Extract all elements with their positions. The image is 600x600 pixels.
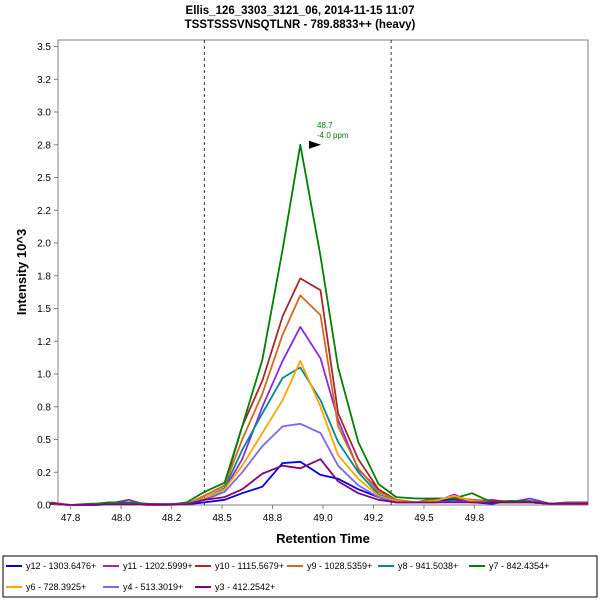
legend-label: y11 - 1202.5999+ bbox=[123, 561, 193, 571]
y-tick-label: 0.0 bbox=[37, 501, 51, 512]
legend-label: y7 - 842.4354+ bbox=[489, 561, 549, 571]
legend-item: y11 - 1202.5999+ bbox=[103, 561, 193, 571]
legend-label: y10 - 1115.5679+ bbox=[215, 561, 284, 571]
y-tick-label: 0.8 bbox=[37, 402, 51, 413]
y-tick-label: 3.2 bbox=[37, 75, 51, 86]
y-tick-label: 0.5 bbox=[37, 435, 51, 446]
legend-box bbox=[2, 555, 598, 598]
legend-label: y3 - 412.2542+ bbox=[215, 582, 275, 592]
x-tick-label: 49.5 bbox=[414, 513, 434, 524]
x-tick-label: 47.8 bbox=[61, 513, 81, 524]
apex-ppm-label: -4.0 ppm bbox=[317, 131, 349, 140]
legend-item: y8 - 941.5038+ bbox=[378, 561, 458, 571]
legend-label: y12 - 1303.6476+ bbox=[26, 561, 96, 571]
legend-item: y10 - 1115.5679+ bbox=[195, 561, 284, 571]
legend-item: y4 - 513.3019+ bbox=[103, 582, 183, 592]
legend-label: y9 - 1028.5359+ bbox=[307, 561, 372, 571]
legend-item: y3 - 412.2542+ bbox=[195, 582, 275, 592]
y-tick-label: 2.8 bbox=[37, 140, 51, 151]
legend-item: y6 - 728.3925+ bbox=[6, 582, 86, 592]
x-tick-label: 48.8 bbox=[263, 513, 283, 524]
y-tick-label: 1.5 bbox=[37, 304, 51, 315]
legend-label: y8 - 941.5038+ bbox=[398, 561, 458, 571]
y-tick-label: 3.5 bbox=[37, 42, 51, 53]
legend-label: y4 - 513.3019+ bbox=[123, 582, 183, 592]
y-tick-label: 3.0 bbox=[37, 108, 51, 119]
y-tick-label: 2.0 bbox=[37, 239, 51, 250]
y-tick-label: 2.2 bbox=[37, 206, 51, 217]
x-axis-label: Retention Time bbox=[276, 531, 370, 546]
apex-rt-label: 48.7 bbox=[317, 121, 333, 130]
y-tick-label: 1.0 bbox=[37, 370, 51, 381]
chart-subtitle: TSSTSSSVNSQTLNR - 789.8833++ (heavy) bbox=[185, 19, 416, 31]
legend-item: y9 - 1028.5359+ bbox=[287, 561, 372, 571]
x-tick-label: 49.0 bbox=[313, 513, 333, 524]
x-tick-label: 48.5 bbox=[212, 513, 232, 524]
y-axis-label: Intensity 10^3 bbox=[14, 229, 29, 315]
legend-item: y12 - 1303.6476+ bbox=[6, 561, 96, 571]
x-tick-label: 49.8 bbox=[465, 513, 485, 524]
legend-item: y7 - 842.4354+ bbox=[469, 561, 549, 571]
series-line-8 bbox=[50, 458, 588, 506]
chart-title: Ellis_126_3303_3121_06, 2014-11-15 11:07 bbox=[186, 5, 415, 17]
y-tick-label: 0.2 bbox=[37, 468, 51, 479]
x-tick-label: 48.2 bbox=[162, 513, 182, 524]
y-tick-label: 1.2 bbox=[37, 337, 51, 348]
y-tick-label: 2.5 bbox=[37, 173, 51, 184]
x-tick-label: 49.2 bbox=[364, 513, 384, 524]
apex-marker-icon bbox=[309, 140, 321, 149]
legend-label: y6 - 728.3925+ bbox=[26, 582, 86, 592]
y-tick-label: 1.8 bbox=[37, 271, 51, 282]
x-tick-label: 48.0 bbox=[111, 513, 131, 524]
